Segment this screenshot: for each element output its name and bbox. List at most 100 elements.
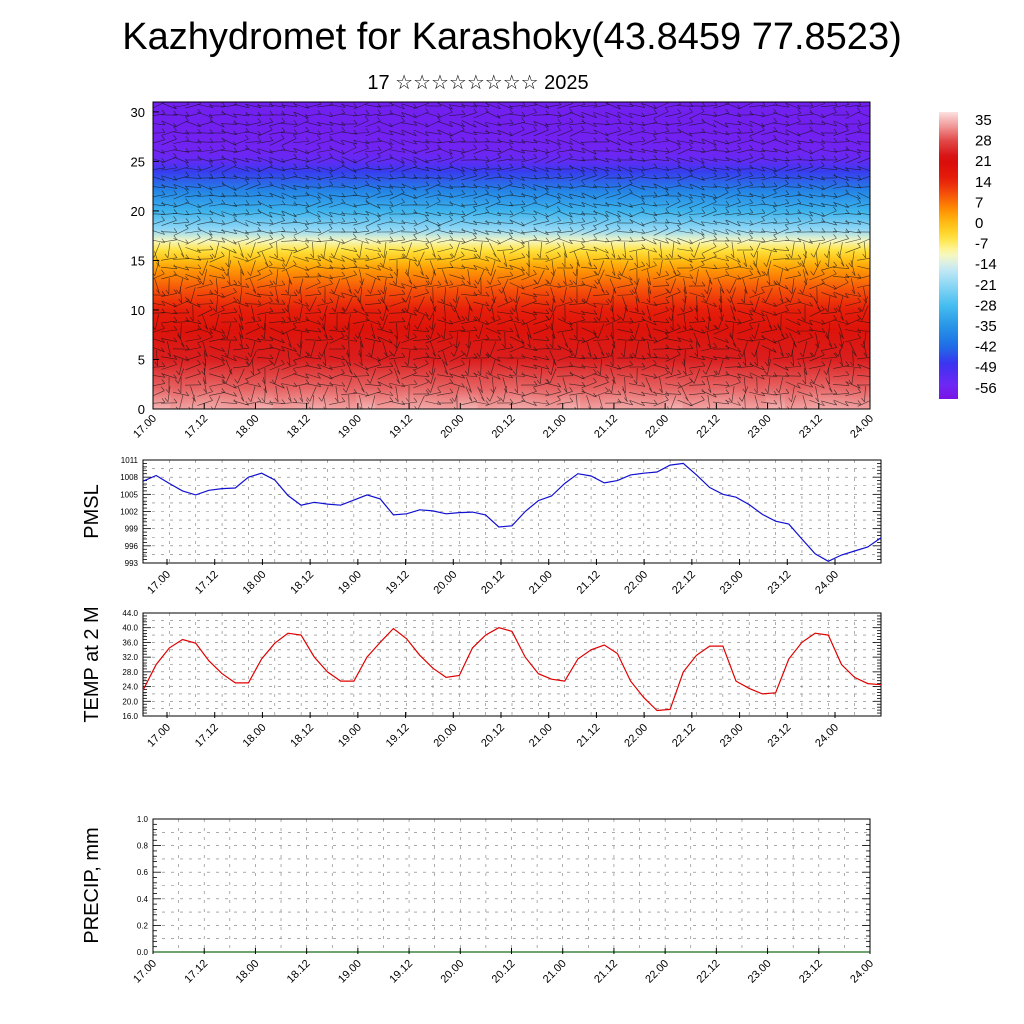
- wind-barb: [209, 338, 225, 342]
- wind-barb-flag: [725, 220, 730, 225]
- wind-barb-flag: [473, 200, 478, 205]
- wind-barb-flag: [533, 269, 537, 275]
- wind-barb: [509, 319, 525, 325]
- wind-barb: [821, 347, 837, 351]
- wind-barb: [473, 175, 489, 181]
- wind-barb-flag: [281, 185, 285, 190]
- wind-barb: [527, 332, 531, 348]
- wind-barb-flag: [646, 298, 651, 304]
- wind-barb: [269, 192, 285, 200]
- wind-barb: [485, 354, 501, 362]
- wind-barb-flag: [857, 194, 861, 200]
- wind-barb: [713, 374, 729, 378]
- wind-barb: [215, 278, 219, 294]
- wind-barb-flag: [629, 228, 634, 233]
- wind-barb: [359, 395, 363, 409]
- wind-barb: [401, 310, 417, 316]
- wind-barb: [521, 202, 537, 208]
- wind-barb-flag: [197, 248, 201, 253]
- wind-barb-flag: [845, 370, 850, 376]
- wind-barb-flag: [485, 400, 490, 405]
- wind-barb: [275, 269, 279, 285]
- wind-barb-flag: [821, 235, 826, 241]
- wind-barb: [689, 140, 705, 144]
- wind-barb: [353, 230, 369, 234]
- wind-barb: [677, 140, 693, 144]
- wind-barb-flag: [581, 180, 585, 186]
- wind-barb-flag: [557, 387, 561, 393]
- wind-barb: [533, 220, 549, 226]
- wind-barb: [437, 345, 453, 353]
- wind-barb-flag: [401, 284, 405, 289]
- wind-barb: [672, 295, 674, 313]
- wind-barb: [185, 338, 201, 342]
- wind-barb-flag: [833, 343, 838, 348]
- wind-barb: [845, 293, 861, 297]
- wind-barb: [741, 386, 749, 402]
- wind-barb-flag: [473, 171, 477, 177]
- wind-barb: [593, 293, 609, 297]
- x-tick-label: 20.12: [490, 958, 518, 986]
- wind-barb-flag: [569, 125, 573, 131]
- wind-barb: [653, 392, 669, 396]
- wind-barb-flag: [365, 139, 370, 145]
- wind-barb: [725, 102, 741, 110]
- wind-barb-flag: [557, 233, 561, 238]
- wind-barb-flag: [768, 325, 773, 330]
- wind-barb: [329, 104, 345, 108]
- wind-barb: [161, 338, 177, 342]
- wind-barb-flag: [233, 147, 238, 152]
- wind-barb: [197, 104, 213, 108]
- wind-barb: [725, 131, 741, 135]
- wind-barb: [849, 341, 857, 357]
- wind-barb: [202, 341, 208, 357]
- wind-barb: [274, 368, 280, 384]
- wind-barb-flag: [785, 333, 789, 338]
- wind-barb-flag: [209, 396, 213, 401]
- wind-barb: [689, 201, 705, 209]
- wind-barb: [581, 274, 597, 280]
- wind-barb-flag: [653, 336, 658, 342]
- wind-barb-flag: [749, 362, 754, 367]
- wind-barb: [473, 229, 489, 235]
- wind-barb: [316, 339, 334, 341]
- wind-barb: [389, 400, 405, 406]
- wind-barb-flag: [653, 202, 658, 207]
- wind-barb: [761, 401, 777, 405]
- wind-barb-flag: [509, 271, 514, 276]
- wind-barb: [305, 148, 321, 154]
- wind-barb: [646, 305, 652, 321]
- wind-barb: [528, 241, 530, 259]
- wind-barb-flag: [161, 149, 165, 154]
- wind-barb: [514, 296, 520, 312]
- wind-barb-flag: [161, 230, 165, 235]
- wind-barb: [245, 237, 261, 245]
- wind-barb-flag: [271, 361, 275, 366]
- wind-barb: [797, 140, 813, 144]
- wind-barb: [677, 328, 693, 334]
- wind-barb: [153, 375, 165, 378]
- wind-barb-flag: [341, 140, 345, 146]
- wind-barb: [424, 258, 442, 260]
- wind-barb: [180, 287, 182, 303]
- wind-barb: [208, 114, 226, 116]
- wind-barb-flag: [857, 210, 862, 215]
- wind-barb-flag: [653, 183, 658, 189]
- wind-barb: [173, 156, 189, 164]
- wind-barb: [605, 111, 621, 119]
- wind-barb: [281, 294, 297, 296]
- wind-barb-flag: [629, 328, 634, 333]
- wind-barb-flag: [269, 158, 273, 164]
- field-fill: [153, 102, 870, 409]
- wind-barb: [250, 386, 256, 402]
- wind-barb-flag: [403, 325, 408, 330]
- wind-barb: [197, 293, 213, 297]
- wind-barb: [497, 275, 513, 279]
- wind-barb: [605, 228, 621, 236]
- wind-barb-flag: [461, 137, 466, 142]
- wind-barb: [617, 130, 633, 136]
- chart-subtitle: 17 ☆☆☆☆☆☆☆☆ 2025: [367, 72, 589, 94]
- wind-barb-flag: [545, 336, 550, 341]
- wind-barb: [550, 359, 556, 375]
- wind-barb-flag: [573, 280, 577, 286]
